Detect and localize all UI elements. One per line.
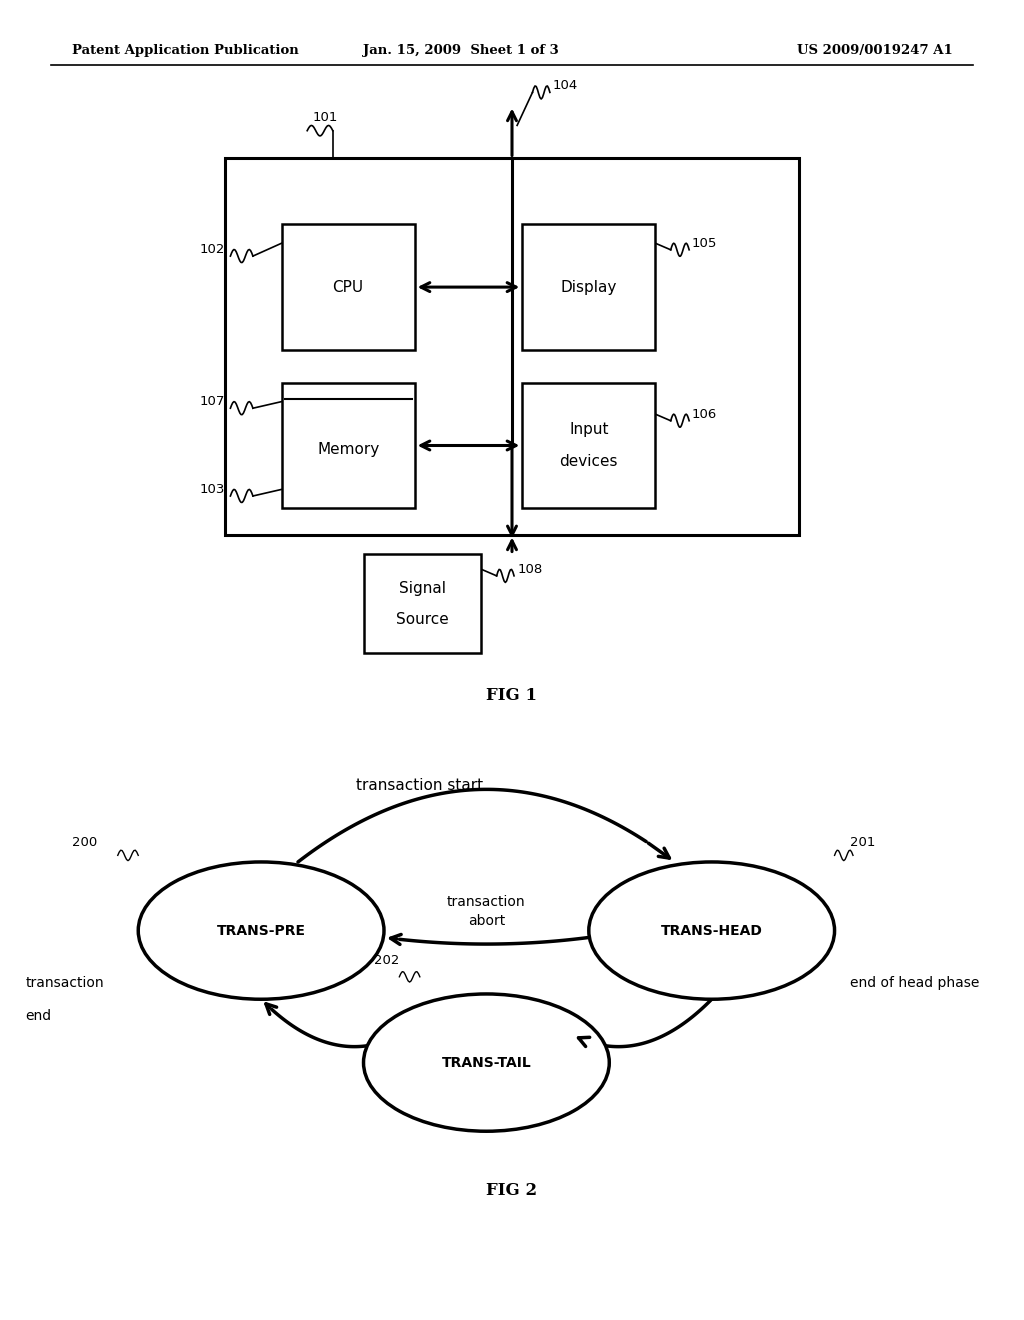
Text: 104: 104	[553, 79, 579, 92]
Text: Display: Display	[560, 280, 617, 294]
Text: Patent Application Publication: Patent Application Publication	[72, 44, 298, 57]
Text: TRANS-PRE: TRANS-PRE	[217, 924, 305, 937]
Text: Jan. 15, 2009  Sheet 1 of 3: Jan. 15, 2009 Sheet 1 of 3	[362, 44, 559, 57]
Text: Memory: Memory	[317, 442, 379, 457]
Ellipse shape	[589, 862, 835, 999]
Text: 106: 106	[691, 408, 717, 421]
Text: end: end	[26, 1010, 52, 1023]
Text: devices: devices	[559, 454, 618, 469]
Text: Source: Source	[396, 612, 449, 627]
Text: Signal: Signal	[399, 581, 445, 595]
Bar	[522, 224, 655, 350]
Text: TRANS-TAIL: TRANS-TAIL	[441, 1056, 531, 1069]
Bar	[522, 383, 655, 508]
Text: Input: Input	[569, 422, 608, 437]
Text: FIG 1: FIG 1	[486, 688, 538, 704]
Text: 108: 108	[517, 562, 543, 576]
Text: 101: 101	[312, 111, 338, 124]
Text: CPU: CPU	[333, 280, 364, 294]
Bar	[282, 383, 415, 508]
Text: abort: abort	[468, 915, 505, 928]
Text: 103: 103	[200, 483, 225, 496]
Text: 202: 202	[374, 954, 399, 968]
Ellipse shape	[138, 862, 384, 999]
Text: FIG 2: FIG 2	[486, 1183, 538, 1199]
Text: end of head phase: end of head phase	[850, 977, 979, 990]
Text: 107: 107	[200, 395, 225, 408]
Text: 200: 200	[72, 836, 97, 849]
Text: transaction: transaction	[26, 977, 104, 990]
Text: 105: 105	[691, 236, 717, 249]
Text: 201: 201	[850, 836, 876, 849]
Text: transaction: transaction	[447, 895, 525, 908]
Text: TRANS-HEAD: TRANS-HEAD	[660, 924, 763, 937]
Bar	[225, 158, 799, 535]
Text: US 2009/0019247 A1: US 2009/0019247 A1	[797, 44, 952, 57]
Text: transaction start: transaction start	[356, 777, 483, 793]
Text: 102: 102	[200, 243, 225, 256]
Ellipse shape	[364, 994, 609, 1131]
Bar	[364, 554, 481, 653]
Bar	[282, 224, 415, 350]
